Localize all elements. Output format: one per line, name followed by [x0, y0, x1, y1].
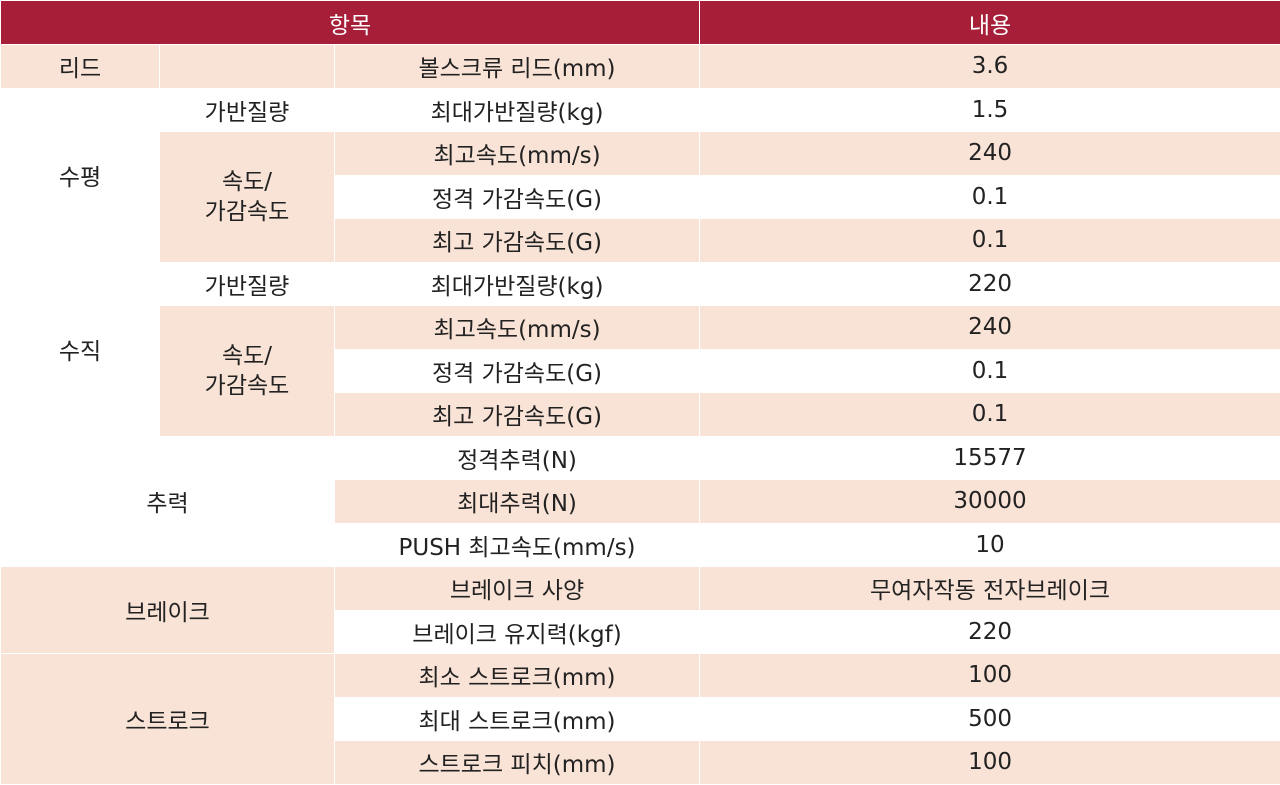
subcategory-speed-line1: 속도/	[221, 342, 273, 369]
row-value: 0.1	[699, 392, 1280, 437]
header-item: 항목	[0, 0, 701, 45]
table-row: 스트로크 피치(mm) 100	[1, 740, 1280, 785]
row-value: 0.1	[699, 218, 1280, 263]
row-label: 최고 가감속도(G)	[333, 392, 701, 437]
row-value: 10	[699, 522, 1280, 567]
table-row: 스트로크 최소 스트로크(mm) 100	[0, 653, 1280, 785]
row-label: 정격 가감속도(G)	[333, 348, 701, 393]
row-label: 최고 가감속도(G)	[333, 218, 701, 263]
row-value: 100	[699, 740, 1280, 785]
subcategory-speed-line2: 가감속도	[204, 372, 290, 399]
row-label: 브레이크 유지력(kgf)	[333, 609, 701, 654]
category-brake: 브레이크	[0, 566, 335, 654]
row-value: 30000	[699, 479, 1280, 524]
row-label: 정격 가감속도(G)	[333, 174, 701, 219]
row-value: 100	[699, 653, 1280, 698]
header-content: 내용	[699, 0, 1280, 45]
row-value: 500	[699, 696, 1280, 741]
empty-cell	[159, 44, 335, 89]
table-row: 속도/ 가감속도 최고속도(mm/s) 240	[1, 305, 1280, 437]
row-value: 무여자작동 전자브레이크	[699, 566, 1280, 611]
category-vertical: 수직	[0, 261, 160, 437]
row-label: 최대가반질량(kg)	[333, 87, 701, 132]
row-value: 240	[699, 305, 1280, 350]
row-value: 240	[699, 131, 1280, 176]
table-row: 속도/ 가감속도 최고속도(mm/s) 240	[1, 131, 1280, 263]
header-row: 항목 내용	[0, 0, 1280, 45]
row-value: 15577	[699, 435, 1280, 480]
table-row: 정격 가감속도(G) 0.1	[1, 174, 1280, 219]
row-label: 최대 스트로크(mm)	[333, 696, 701, 741]
subcategory-payload: 가반질량	[159, 87, 335, 132]
row-label: 최대가반질량(kg)	[333, 261, 701, 306]
table-row: 브레이크 브레이크 사양 무여자작동 전자브레이크	[0, 566, 1280, 654]
category-horizontal: 수평	[0, 87, 160, 263]
row-value: 1.5	[699, 87, 1280, 132]
table-row: 리드 볼스크류 리드(mm) 3.6	[0, 44, 1280, 89]
subcategory-payload: 가반질량	[159, 261, 335, 306]
row-label: 볼스크류 리드(mm)	[333, 44, 701, 89]
row-label: 최소 스트로크(mm)	[333, 653, 701, 698]
table-row: 정격 가감속도(G) 0.1	[1, 348, 1280, 393]
category-stroke: 스트로크	[0, 653, 335, 785]
table-row: 최고 가감속도(G) 0.1	[1, 392, 1280, 437]
row-label: 정격추력(N)	[333, 435, 701, 480]
row-value: 0.1	[699, 348, 1280, 393]
row-label: 브레이크 사양	[333, 566, 701, 611]
row-value: 220	[699, 609, 1280, 654]
row-value: 0.1	[699, 174, 1280, 219]
category-thrust: 추력	[0, 435, 335, 567]
row-label: 최고속도(mm/s)	[333, 131, 701, 176]
row-label: 최고속도(mm/s)	[333, 305, 701, 350]
row-value: 220	[699, 261, 1280, 306]
table-row: 최대추력(N) 30000	[1, 479, 1280, 524]
table-row: 추력 정격추력(N) 15577	[0, 435, 1280, 567]
row-label: 최대추력(N)	[333, 479, 701, 524]
row-label: PUSH 최고속도(mm/s)	[333, 522, 701, 567]
subcategory-speed-line1: 속도/	[221, 168, 273, 195]
subcategory-speed: 속도/ 가감속도	[159, 305, 335, 437]
table-row: 수직 가반질량 최대가반질량(kg) 220	[0, 261, 1280, 437]
table-row: PUSH 최고속도(mm/s) 10	[1, 522, 1280, 567]
table-row: 최대 스트로크(mm) 500	[1, 696, 1280, 741]
table-row: 수평 가반질량 최대가반질량(kg) 1.5	[0, 87, 1280, 263]
row-label: 스트로크 피치(mm)	[333, 740, 701, 785]
category-lead: 리드	[0, 44, 160, 89]
row-value: 3.6	[699, 44, 1280, 89]
subcategory-speed-line2: 가감속도	[204, 198, 290, 225]
subcategory-speed: 속도/ 가감속도	[159, 131, 335, 263]
